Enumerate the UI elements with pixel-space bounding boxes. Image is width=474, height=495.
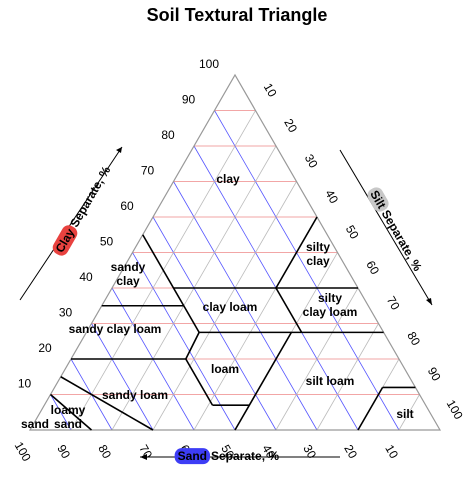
region-label: clay loam	[203, 300, 258, 314]
clay-tick-label: 100	[199, 57, 219, 71]
axis-name-highlight	[367, 187, 389, 212]
clay-tick-label: 20	[38, 341, 52, 355]
axis-title-text: Separate, %	[67, 163, 113, 229]
region-label: sand	[54, 417, 82, 431]
axis-title-text: Separate, %	[211, 449, 279, 463]
region-label: clay	[306, 254, 330, 268]
clay-tick-label: 30	[59, 306, 73, 320]
region-label: clay loam	[303, 305, 358, 319]
grid-line	[275, 287, 359, 431]
sand-tick-label: 80	[95, 442, 114, 461]
region-label: clay	[216, 172, 240, 186]
sand-tick-label: 70	[136, 442, 155, 461]
arrow-head	[140, 454, 147, 460]
axis-title: Sand Separate, %	[174, 448, 279, 465]
class-boundary	[49, 393, 93, 431]
sand-tick-label: 40	[259, 442, 278, 461]
region-label: silt	[396, 407, 413, 421]
region-label: silt loam	[306, 374, 355, 388]
grid-line	[214, 110, 400, 431]
axis-name-highlight	[52, 225, 78, 256]
grid-line	[132, 252, 236, 431]
region-label: sandy clay loam	[69, 322, 162, 336]
class-boundary	[183, 305, 200, 333]
silt-tick-label: 40	[322, 187, 341, 206]
region-label: sand	[21, 417, 49, 431]
class-boundary	[185, 332, 200, 360]
class-boundary	[275, 216, 318, 289]
class-boundary	[357, 386, 384, 431]
grid-line	[50, 394, 72, 431]
silt-tick-label: 90	[425, 365, 444, 384]
sand-tick-label: 50	[218, 442, 237, 461]
grid-line	[173, 181, 318, 431]
region-label: silty	[318, 291, 342, 305]
silt-tick-label: 20	[281, 116, 300, 135]
sand-tick-label: 90	[54, 442, 73, 461]
class-boundary	[142, 234, 185, 307]
sand-tick-label: 100	[12, 439, 34, 464]
grid-line	[398, 394, 420, 431]
axis-title-text: Separate, %	[379, 208, 425, 274]
region-label: loam	[211, 362, 239, 376]
silt-tick-label: 100	[444, 397, 466, 422]
axis-arrow	[19, 146, 123, 301]
axis-name-highlight	[174, 448, 210, 465]
region-label: clay	[116, 274, 140, 288]
class-boundary	[185, 358, 214, 406]
silt-tick-label: 60	[363, 258, 382, 277]
silt-tick-label: 10	[261, 81, 280, 100]
region-label: loamy	[51, 403, 86, 417]
clay-tick-label: 50	[100, 235, 114, 249]
class-boundary	[234, 331, 293, 431]
class-boundary	[60, 376, 154, 431]
silt-tick-label: 70	[384, 294, 403, 313]
clay-tick-label: 60	[120, 199, 134, 213]
silt-tick-label: 80	[404, 329, 423, 348]
silt-tick-label: 30	[302, 152, 321, 171]
silt-tick-label: 50	[343, 223, 362, 242]
grid-line	[152, 181, 297, 431]
chart-title: Soil Textural Triangle	[147, 5, 328, 25]
sand-tick-label: 30	[300, 442, 319, 461]
region-label: sandy	[111, 260, 146, 274]
clay-tick-label: 80	[161, 128, 175, 142]
sand-tick-label: 20	[341, 442, 360, 461]
clay-tick-label: 10	[18, 377, 32, 391]
grid-line	[91, 323, 154, 431]
clay-tick-label: 90	[182, 93, 196, 107]
axis-name: Sand	[178, 449, 207, 463]
region-label: sandy loam	[102, 388, 168, 402]
sand-tick-label: 10	[382, 442, 401, 461]
grid-line	[316, 323, 379, 431]
class-boundary	[275, 287, 303, 333]
arrow-head	[116, 147, 122, 153]
clay-tick-label: 40	[79, 270, 93, 284]
axis-arrow	[339, 149, 433, 306]
clay-tick-label: 70	[141, 164, 155, 178]
region-label: silty	[306, 240, 330, 254]
arrow-head	[426, 298, 432, 305]
